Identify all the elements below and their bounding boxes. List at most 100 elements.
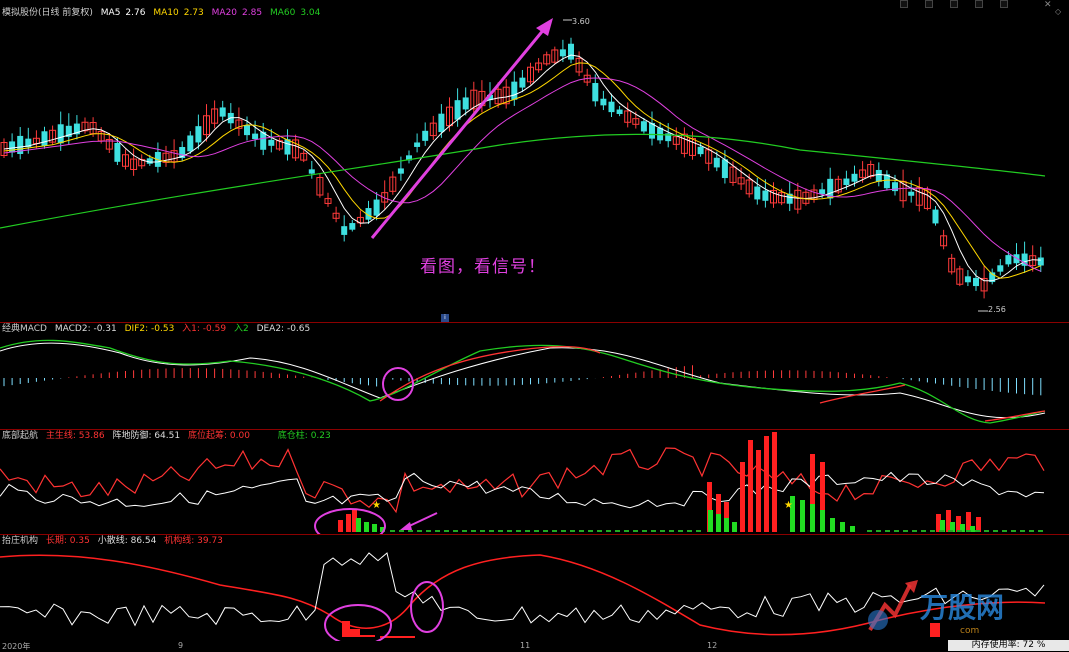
bottom-chip-bar <box>740 462 745 532</box>
bottom-chip-bar <box>756 450 761 532</box>
candlestick-chart[interactable] <box>0 0 1069 320</box>
position-bar <box>830 518 835 532</box>
toolbar-button[interactable] <box>975 0 983 8</box>
position-dot <box>588 530 593 532</box>
ma10-label: MA10 <box>153 8 179 18</box>
candle-body <box>851 173 858 182</box>
position-dot <box>543 530 548 532</box>
candle-body <box>324 198 332 204</box>
toolbar-button[interactable] <box>1000 0 1008 8</box>
macd-panel[interactable]: 经典MACD MACD2: -0.31 DIF2: -0.53 入1: -0.5… <box>0 323 1069 428</box>
candle-body <box>511 81 518 100</box>
candle-body <box>187 135 194 152</box>
candle-body <box>284 139 291 155</box>
toolbar-button[interactable] <box>900 0 908 8</box>
candle-body <box>414 142 421 147</box>
main-legend: 模拟股份(日线 前复权) MA5 2.76 MA10 2.73 MA20 2.85 M… <box>2 8 325 19</box>
ma60-label: MA60 <box>269 8 296 18</box>
candle-body <box>892 182 898 192</box>
bottom-launch-panel[interactable]: 底部起航 主生线: 53.86 阵地防御: 64.51 底位起筹: 0.00 底… <box>0 430 1069 534</box>
candle-body <box>429 122 437 137</box>
position-dot <box>975 530 980 532</box>
macd-chart[interactable] <box>0 323 1069 428</box>
position-dot <box>660 530 665 532</box>
candle-body <box>665 133 672 142</box>
position-bar <box>800 500 805 532</box>
candle-body <box>883 174 890 189</box>
candle-body <box>365 208 372 220</box>
annotation-text: 看图，看信号！ <box>420 257 546 277</box>
position-dot <box>687 530 692 532</box>
main-line-value: 主生线: 53.86 <box>45 431 105 441</box>
close-icon[interactable]: ✕ <box>1044 0 1052 10</box>
bottom-chip-bar <box>338 520 343 532</box>
divider <box>0 322 1069 323</box>
candle-body <box>697 146 704 155</box>
position-dot <box>1011 530 1016 532</box>
ma60-line <box>0 133 1046 229</box>
candle-body <box>843 178 850 186</box>
main-force-legend: 抬庄机构 长期: 0.35 小散线: 86.54 机构线: 39.73 <box>2 536 228 547</box>
position-dot <box>579 530 584 532</box>
position-dot <box>939 530 944 532</box>
candle-body <box>25 138 32 148</box>
position-dot <box>462 530 467 532</box>
position-dot <box>1029 530 1034 532</box>
position-dot <box>678 530 683 532</box>
position-dot <box>471 530 476 532</box>
candle-body <box>973 277 979 287</box>
candle-body <box>940 235 948 247</box>
entry2-value: 入2 <box>233 324 249 334</box>
candle-body <box>616 109 623 114</box>
stock-title: 模拟股份(日线 前复权) <box>2 8 93 18</box>
position-dot <box>444 530 449 532</box>
bottom-chip-value: 底位起筹: 0.00 <box>187 431 250 441</box>
position-bar <box>810 504 815 532</box>
position-bar <box>790 496 795 532</box>
position-dot <box>903 530 908 532</box>
position-dot <box>624 530 629 532</box>
toolbar-button[interactable] <box>925 0 933 8</box>
position-bar <box>716 514 721 532</box>
candle-body <box>649 122 655 139</box>
candle-body <box>859 169 867 178</box>
candle-body <box>600 98 607 106</box>
position-dot <box>1002 530 1007 532</box>
position-dot <box>867 530 872 532</box>
position-dot <box>417 530 422 532</box>
long-term-bar <box>930 623 940 637</box>
main-chart-panel[interactable]: 模拟股份(日线 前复权) MA5 2.76 MA10 2.73 MA20 2.85 M… <box>0 0 1069 322</box>
defense-line <box>0 471 1045 509</box>
position-dot <box>642 530 647 532</box>
info-badge-icon[interactable]: i <box>441 314 449 322</box>
main-force-panel[interactable]: 抬庄机构 长期: 0.35 小散线: 86.54 机构线: 39.73 <box>0 535 1069 641</box>
candle-body <box>721 159 728 179</box>
candle-body <box>778 192 786 204</box>
candle-body <box>551 49 559 63</box>
entry1-value: 入1: -0.59 <box>182 324 227 334</box>
bottom-launch-name: 底部起航 <box>2 431 39 441</box>
position-bar <box>950 522 955 532</box>
bottom-chip-bar <box>346 514 351 532</box>
position-dot <box>489 530 494 532</box>
main-force-chart[interactable] <box>0 535 1069 641</box>
bottom-launch-chart[interactable]: ★ ★ <box>0 430 1069 534</box>
divider <box>0 534 1069 535</box>
ma20-value: 2.85 <box>242 8 263 18</box>
ma5-value: 2.76 <box>125 8 146 18</box>
main-force-name: 抬庄机构 <box>2 536 39 546</box>
position-dot <box>525 530 530 532</box>
candle-body <box>535 62 543 71</box>
candle-body <box>875 169 882 182</box>
long-term-bar <box>342 621 375 637</box>
collapse-icon[interactable]: ◇ <box>1055 7 1062 16</box>
position-dot <box>1038 530 1043 532</box>
candle-body <box>73 123 80 135</box>
candle-body <box>130 158 138 170</box>
date-axis: 2020年 9 11 12 2 <box>0 641 1069 651</box>
bottom-chip-bar <box>946 510 951 532</box>
candle-body <box>235 119 243 129</box>
candle-body <box>672 136 680 145</box>
toolbar-button[interactable] <box>950 0 958 8</box>
candle-body <box>819 189 826 195</box>
